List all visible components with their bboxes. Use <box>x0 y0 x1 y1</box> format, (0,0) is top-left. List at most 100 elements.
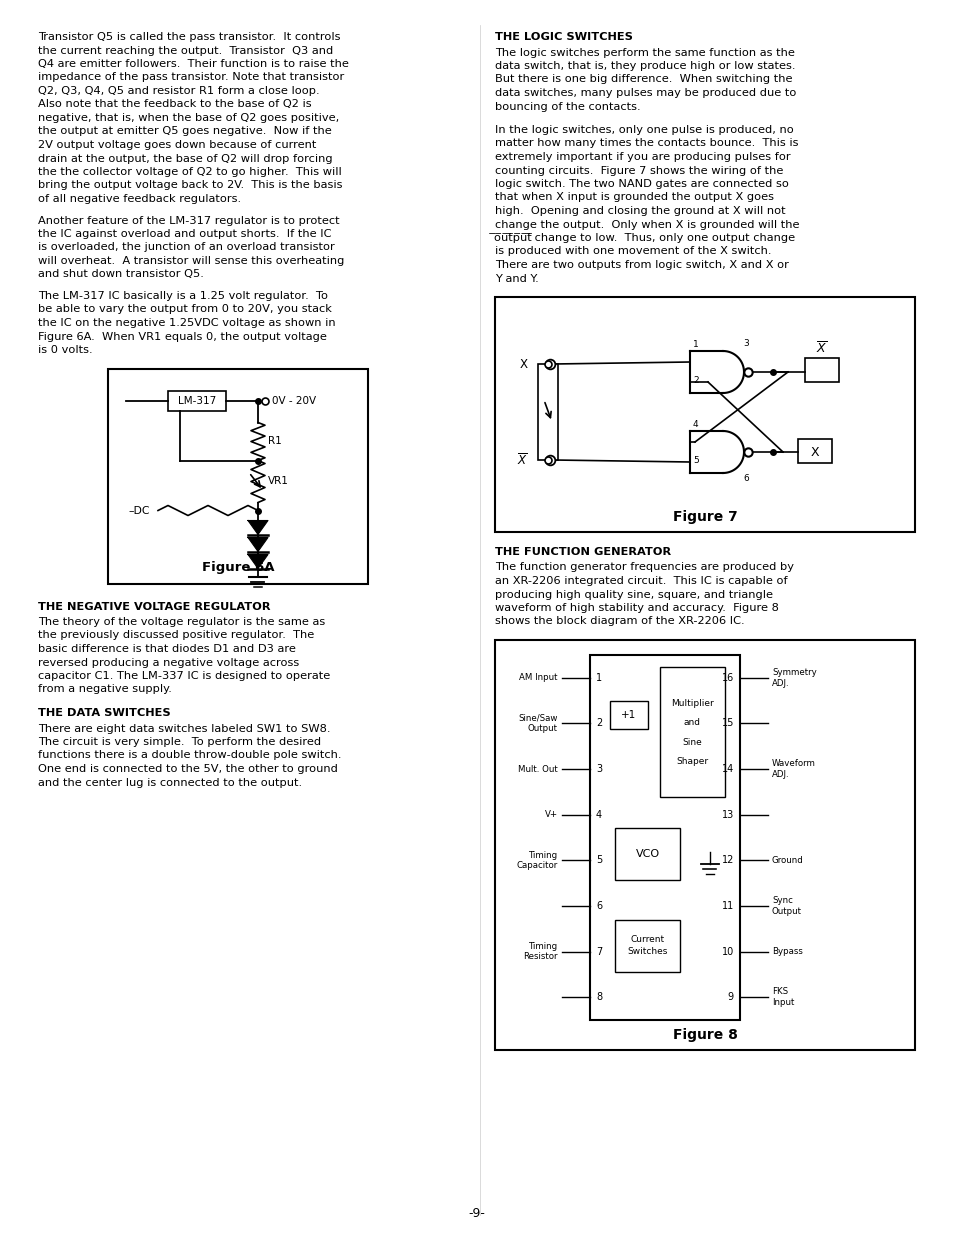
Bar <box>537 364 558 459</box>
Bar <box>168 390 226 410</box>
Text: an XR-2206 integrated circuit.  This IC is capable of: an XR-2206 integrated circuit. This IC i… <box>495 576 787 585</box>
Bar <box>615 829 679 881</box>
Text: negative, that is, when the base of Q2 goes positive,: negative, that is, when the base of Q2 g… <box>38 112 339 124</box>
Text: THE DATA SWITCHES: THE DATA SWITCHES <box>38 708 171 718</box>
Text: X: X <box>519 357 527 370</box>
Text: and the center lug is connected to the output.: and the center lug is connected to the o… <box>38 778 302 788</box>
Bar <box>659 667 724 797</box>
Text: 6: 6 <box>596 902 601 911</box>
Text: Switches: Switches <box>627 947 667 956</box>
Text: 15: 15 <box>720 719 733 729</box>
Polygon shape <box>248 520 268 535</box>
Text: the output at emitter Q5 goes negative.  Now if the: the output at emitter Q5 goes negative. … <box>38 126 332 137</box>
Text: 3: 3 <box>596 764 601 774</box>
Text: 11: 11 <box>721 902 733 911</box>
Text: Q4 are emitter followers.  Their function is to raise the: Q4 are emitter followers. Their function… <box>38 59 349 69</box>
Text: 2V output voltage goes down because of current: 2V output voltage goes down because of c… <box>38 140 316 149</box>
Bar <box>108 368 368 583</box>
Text: Figure 7: Figure 7 <box>672 510 737 524</box>
Text: and shut down transistor Q5.: and shut down transistor Q5. <box>38 269 204 279</box>
Text: reversed producing a negative voltage across: reversed producing a negative voltage ac… <box>38 657 299 667</box>
Text: 8: 8 <box>596 992 601 1002</box>
Text: –DC: –DC <box>128 505 150 515</box>
Text: of all negative feedback regulators.: of all negative feedback regulators. <box>38 194 241 204</box>
Text: 2: 2 <box>692 375 698 385</box>
Text: Figure 6A: Figure 6A <box>201 561 274 573</box>
Text: Figure 8: Figure 8 <box>672 1028 737 1042</box>
Bar <box>804 358 838 382</box>
Text: producing high quality sine, square, and triangle: producing high quality sine, square, and… <box>495 589 772 599</box>
Text: the previously discussed positive regulator.  The: the previously discussed positive regula… <box>38 631 314 641</box>
Text: The theory of the voltage regulator is the same as: The theory of the voltage regulator is t… <box>38 618 325 627</box>
Text: 5: 5 <box>692 456 698 466</box>
Text: 13: 13 <box>721 810 733 820</box>
Text: X: X <box>810 446 819 458</box>
Text: +1: +1 <box>620 710 636 720</box>
Text: Multiplier: Multiplier <box>670 699 713 708</box>
Bar <box>495 296 914 532</box>
Text: Another feature of the LM-317 regulator is to protect: Another feature of the LM-317 regulator … <box>38 215 339 226</box>
Text: Timing
Capacitor: Timing Capacitor <box>517 851 558 869</box>
Text: 10: 10 <box>721 946 733 957</box>
Text: shows the block diagram of the XR-2206 IC.: shows the block diagram of the XR-2206 I… <box>495 616 744 626</box>
Text: will overheat.  A transistor will sense this overheating: will overheat. A transistor will sense t… <box>38 256 344 266</box>
Text: Sine/Saw
Output: Sine/Saw Output <box>518 714 558 734</box>
Text: 3: 3 <box>742 338 748 348</box>
Text: the the collector voltage of Q2 to go higher.  This will: the the collector voltage of Q2 to go hi… <box>38 167 341 177</box>
Text: FKS
Input: FKS Input <box>771 988 794 1007</box>
Bar <box>495 640 914 1050</box>
Text: Shaper: Shaper <box>676 757 708 767</box>
Text: 16: 16 <box>721 673 733 683</box>
Text: THE LOGIC SWITCHES: THE LOGIC SWITCHES <box>495 32 632 42</box>
Text: extremely important if you are producing pulses for: extremely important if you are producing… <box>495 152 790 162</box>
Text: One end is connected to the 5V, the other to ground: One end is connected to the 5V, the othe… <box>38 764 337 774</box>
Text: Sync
Output: Sync Output <box>771 897 801 915</box>
Text: AM Input: AM Input <box>519 673 558 682</box>
Bar <box>615 920 679 972</box>
Text: data switches, many pulses may be produced due to: data switches, many pulses may be produc… <box>495 88 796 98</box>
Text: is produced with one movement of the X switch.: is produced with one movement of the X s… <box>495 247 771 257</box>
Text: ̅o̅u̅t̅p̅u̅t̅: ̅o̅u̅t̅p̅u̅t̅ <box>495 233 532 243</box>
Text: functions there is a double throw-double pole switch.: functions there is a double throw-double… <box>38 751 341 761</box>
Text: data switch, that is, they produce high or low states.: data switch, that is, they produce high … <box>495 61 795 70</box>
Bar <box>797 438 831 463</box>
Text: 12: 12 <box>720 856 733 866</box>
Text: R1: R1 <box>268 436 281 447</box>
Text: Transistor Q5 is called the pass transistor.  It controls: Transistor Q5 is called the pass transis… <box>38 32 340 42</box>
Text: impedance of the pass transistor. Note that transistor: impedance of the pass transistor. Note t… <box>38 73 344 83</box>
Text: $\overline{X}$: $\overline{X}$ <box>816 341 827 356</box>
Text: Bypass: Bypass <box>771 947 802 956</box>
Text: logic switch. The two NAND gates are connected so: logic switch. The two NAND gates are con… <box>495 179 788 189</box>
Text: high.  Opening and closing the ground at X will not: high. Opening and closing the ground at … <box>495 206 785 216</box>
Text: Waveform
ADJ.: Waveform ADJ. <box>771 760 815 779</box>
Text: VCO: VCO <box>635 850 659 860</box>
Text: 4: 4 <box>596 810 601 820</box>
Text: THE FUNCTION GENERATOR: THE FUNCTION GENERATOR <box>495 547 670 557</box>
Text: drain at the output, the base of Q2 will drop forcing: drain at the output, the base of Q2 will… <box>38 153 333 163</box>
Text: The LM-317 IC basically is a 1.25 volt regulator.  To: The LM-317 IC basically is a 1.25 volt r… <box>38 291 328 301</box>
Text: 5: 5 <box>596 856 601 866</box>
Text: and: and <box>683 719 700 727</box>
Text: that when X input is grounded the output X goes: that when X input is grounded the output… <box>495 193 773 203</box>
Text: In the logic switches, only one pulse is produced, no: In the logic switches, only one pulse is… <box>495 125 793 135</box>
Polygon shape <box>248 555 268 568</box>
Text: 6: 6 <box>742 474 748 483</box>
Text: Y and Y.: Y and Y. <box>495 273 538 284</box>
Text: Also note that the feedback to the base of Q2 is: Also note that the feedback to the base … <box>38 100 312 110</box>
Text: THE NEGATIVE VOLTAGE REGULATOR: THE NEGATIVE VOLTAGE REGULATOR <box>38 601 271 611</box>
Text: But there is one big difference.  When switching the: But there is one big difference. When sw… <box>495 74 792 84</box>
Bar <box>609 700 647 729</box>
Text: be able to vary the output from 0 to 20V, you stack: be able to vary the output from 0 to 20V… <box>38 305 332 315</box>
Text: $\overline{X}$: $\overline{X}$ <box>517 452 527 468</box>
Text: is 0 volts.: is 0 volts. <box>38 345 92 354</box>
Text: counting circuits.  Figure 7 shows the wiring of the: counting circuits. Figure 7 shows the wi… <box>495 165 782 175</box>
Text: matter how many times the contacts bounce.  This is: matter how many times the contacts bounc… <box>495 138 798 148</box>
Text: waveform of high stability and accuracy.  Figure 8: waveform of high stability and accuracy.… <box>495 603 778 613</box>
Text: change to low.  Thus, only one output change: change to low. Thus, only one output cha… <box>531 233 794 243</box>
Text: Symmetry
ADJ.: Symmetry ADJ. <box>771 668 816 688</box>
Text: Current: Current <box>630 935 664 944</box>
Text: bring the output voltage back to 2V.  This is the basis: bring the output voltage back to 2V. Thi… <box>38 180 342 190</box>
Text: There are eight data switches labeled SW1 to SW8.: There are eight data switches labeled SW… <box>38 724 330 734</box>
Text: Ground: Ground <box>771 856 803 864</box>
Text: bouncing of the contacts.: bouncing of the contacts. <box>495 101 640 111</box>
